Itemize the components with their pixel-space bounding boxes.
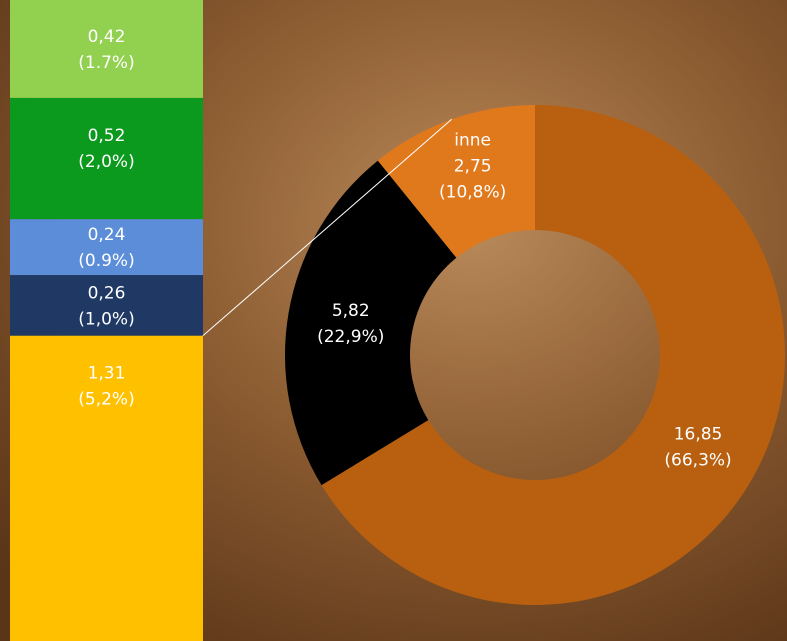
donut-slice — [377, 105, 535, 258]
slice-value-label: 5,82 — [332, 301, 370, 321]
slice-percent-label: (10,8%) — [439, 183, 506, 203]
segment-value-label: 0,26 — [88, 283, 126, 303]
segment-value-label: 0,24 — [88, 225, 126, 245]
slice-value-label: 2,75 — [454, 157, 492, 177]
bar-segment — [10, 0, 203, 98]
segment-percent-label: (1,0%) — [78, 309, 134, 329]
segment-percent-label: (5,2%) — [78, 390, 134, 410]
segment-percent-label: (2,0%) — [78, 152, 134, 172]
donut-slice — [321, 105, 785, 605]
connector-line — [202, 118, 452, 337]
bar-segment — [10, 335, 203, 641]
segment-value-label: 0,42 — [88, 27, 126, 47]
slice-percent-label: (66,3%) — [664, 451, 731, 471]
slice-percent-label: (22,9%) — [317, 327, 384, 347]
slice-category: inne — [454, 131, 491, 151]
donut-slice — [285, 160, 457, 486]
bar-segment — [10, 219, 203, 276]
segment-percent-label: (1.7%) — [78, 53, 134, 73]
slice-value-label: 16,85 — [674, 425, 723, 445]
segment-value-label: 1,31 — [88, 364, 126, 384]
bar-segment — [10, 97, 203, 220]
segment-percent-label: (0.9%) — [78, 251, 134, 271]
segment-value-label: 0,52 — [88, 126, 126, 146]
bar-segment — [10, 275, 203, 336]
